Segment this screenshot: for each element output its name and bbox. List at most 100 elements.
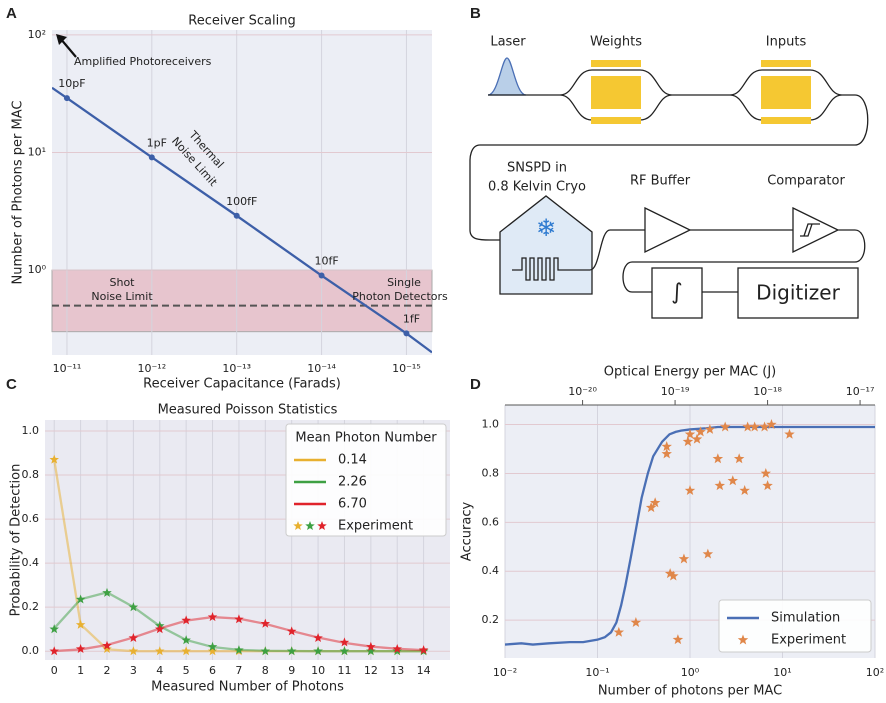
experiment-point [128,602,139,612]
rf-buffer [644,206,692,254]
experiment-point [684,485,696,496]
x-tick-label: 10⁻¹¹ [53,362,82,375]
experiment-point [313,646,323,656]
legend-marker [305,521,315,531]
annotation: Shot [110,276,136,289]
legend-box [718,599,872,653]
x2-axis-label: Optical Energy per MAC (J) [604,365,777,380]
experiment-point [75,619,86,629]
experiment-point [75,594,86,604]
x-tick-label: 0 [51,664,58,677]
y-tick-label: 0.4 [22,556,40,569]
y-tick-label: 0.0 [22,644,40,657]
x2-tick-label: 10⁻²⁰ [568,385,597,398]
digitizer-label: Digitizer [756,281,840,305]
hysteresis-icon [800,223,820,237]
experiment-point [664,568,676,579]
experiment-point [207,646,218,656]
x-tick-label: 13 [390,664,404,677]
experiment-point [684,428,696,439]
annotation: Noise Limit [91,290,153,303]
y-tick-label: 0.6 [482,515,500,528]
legend-label: Experiment [338,519,413,534]
y-tick-label: 1.0 [22,424,40,437]
experiment-point [49,454,59,464]
experiment-point [672,634,684,645]
legend-label: Simulation [771,611,840,626]
point-label: 10fF [314,255,338,268]
experiment-point [759,421,770,432]
chart-panel: D 10⁻² 10⁻¹ 10⁰ 10¹ 10² 0.2 0.4 0.6 0.8 1.0 10⁻²⁰ 10… [460,365,885,699]
experiment-point [733,453,745,464]
snspd-meander [512,229,645,281]
experiment-point [613,626,625,637]
inputs-label: Inputs [766,35,807,50]
x-tick-label: 10 [311,664,325,677]
legend-label: 0.14 [338,453,367,468]
experiment-point [102,643,112,654]
data-point [233,212,240,219]
detector-label: 0.8 Kelvin Cryo [488,180,586,195]
experiment-point [75,643,86,654]
digitizer-box [737,267,859,319]
experiment-point [784,428,795,439]
experiment-point [678,553,690,564]
experiment-point [181,635,191,645]
experiment-point [739,485,750,496]
rf-buffer-label: RF Buffer [630,174,691,189]
experiment-point [339,646,350,656]
experiment-point [49,646,59,656]
experiment-point [234,645,244,655]
experiment-point [630,617,642,628]
panel-label: B [470,5,481,22]
experiment-point [313,632,323,643]
panel-label: C [6,376,17,393]
chart-panel: C0 1 2 3 4 5 6 7 8 9 10 11 12 13 140.00.20.40.60.81.0M… [6,376,450,695]
arrow-head [56,34,67,45]
laser-pulse [487,57,527,96]
laser-label: Laser [490,35,526,50]
point-label: 100fF [226,195,257,208]
experiment-point [155,624,165,634]
x-tick-label: 3 [130,664,137,677]
y-axis-label: Number of Photons per MAC [11,101,26,285]
y-axis-label: Probability of Detection [9,464,24,617]
experiment-point [742,421,753,432]
y-tick-label: 0.4 [482,564,500,577]
x2-tick-label: 10⁻¹⁷ [846,385,875,398]
weight-heater [591,76,641,109]
x-tick-label: 4 [156,664,163,677]
point-label: 10pF [58,77,85,90]
weight-heater [591,60,641,67]
experiment-point [181,646,191,656]
snowflake-icon: ❄ [536,214,556,242]
point-label: 1pF [147,136,167,149]
panel-label: D [470,376,481,393]
chart-title: Receiver Scaling [188,14,295,29]
experiment-point [749,421,760,432]
experiment-point [418,645,429,655]
point-label: 1fF [403,312,420,325]
experiment-point [760,467,772,478]
experiment-point [260,646,271,656]
data-point [148,154,155,161]
annotation: Single [387,276,421,289]
experiment-point [49,624,59,634]
input-heater [761,117,811,124]
experiment-point [727,475,738,486]
x-tick-label: 10⁻¹⁴ [307,362,336,375]
experiment-point [392,643,402,654]
y-tick-label: 1.0 [482,418,500,431]
experiment-point [661,448,672,459]
input-heater [761,60,811,67]
experiment-point [366,646,376,656]
y-axis-label: Accuracy [460,502,475,562]
x-tick-label: 1 [77,664,84,677]
x-tick-label: 10² [866,666,884,679]
legend-marker [737,634,749,645]
data-point [63,95,70,102]
experiment-point [719,421,731,432]
weight-heater [591,117,641,124]
experiment-point [366,641,376,651]
y-tick-label: 10² [28,28,46,41]
